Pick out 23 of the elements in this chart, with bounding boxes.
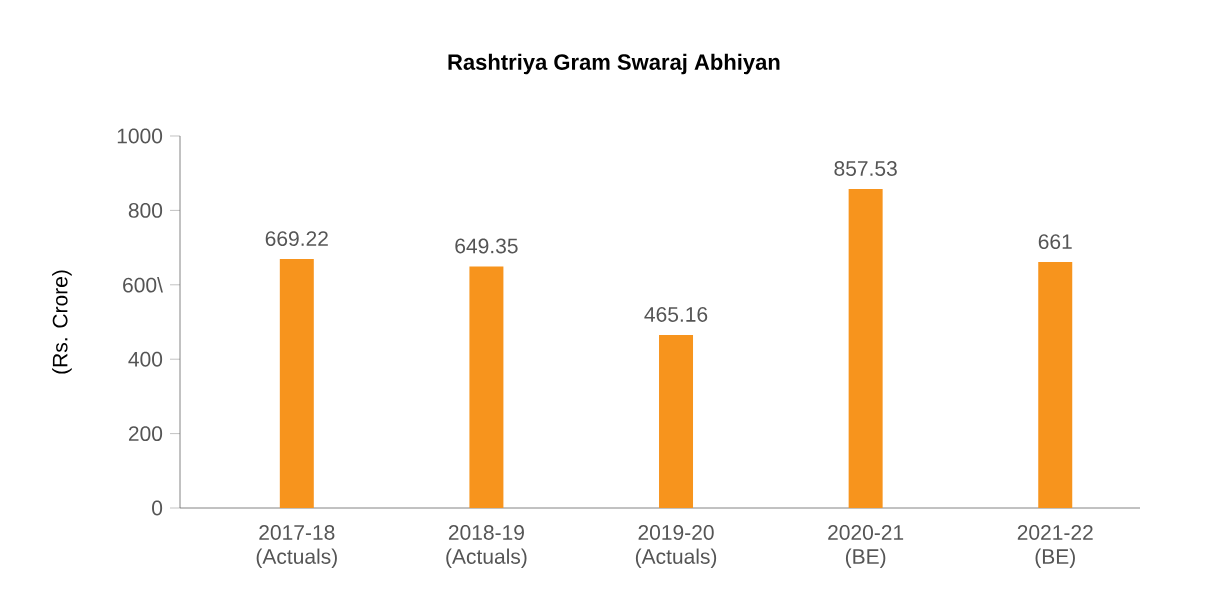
- x-tick-label: 2021-22 (BE): [1017, 525, 1093, 569]
- data-label: 857.53: [834, 161, 897, 176]
- y-tick-label: 400: [128, 351, 163, 367]
- x-tick-label: 2017-18 (Actuals): [256, 525, 337, 569]
- data-label: 465.16: [644, 307, 708, 322]
- data-label: 649.35: [455, 238, 518, 254]
- bar: [1038, 262, 1073, 508]
- bar: [848, 189, 883, 508]
- y-tick-label: 200: [128, 426, 163, 442]
- data-label: 661: [1038, 234, 1072, 250]
- bar: [279, 259, 314, 508]
- bar: [659, 334, 694, 508]
- y-tick-label: 1000: [117, 128, 163, 144]
- x-tick-label: 2018-19 (Actuals): [446, 525, 527, 569]
- bar: [469, 266, 504, 508]
- y-tick-label: 800: [128, 202, 163, 218]
- data-label: 669.22: [265, 231, 328, 246]
- chart-title: Rashtriya Gram Swaraj Abhiyan: [448, 53, 780, 75]
- y-tick-label: 0: [152, 500, 163, 516]
- y-axis-title: (Rs. Crore): [52, 270, 72, 374]
- x-tick-label: 2020-21 (BE): [828, 525, 904, 569]
- y-tick-label: 600\: [123, 277, 163, 293]
- x-tick-label: 2019-20 (Actuals): [635, 525, 717, 569]
